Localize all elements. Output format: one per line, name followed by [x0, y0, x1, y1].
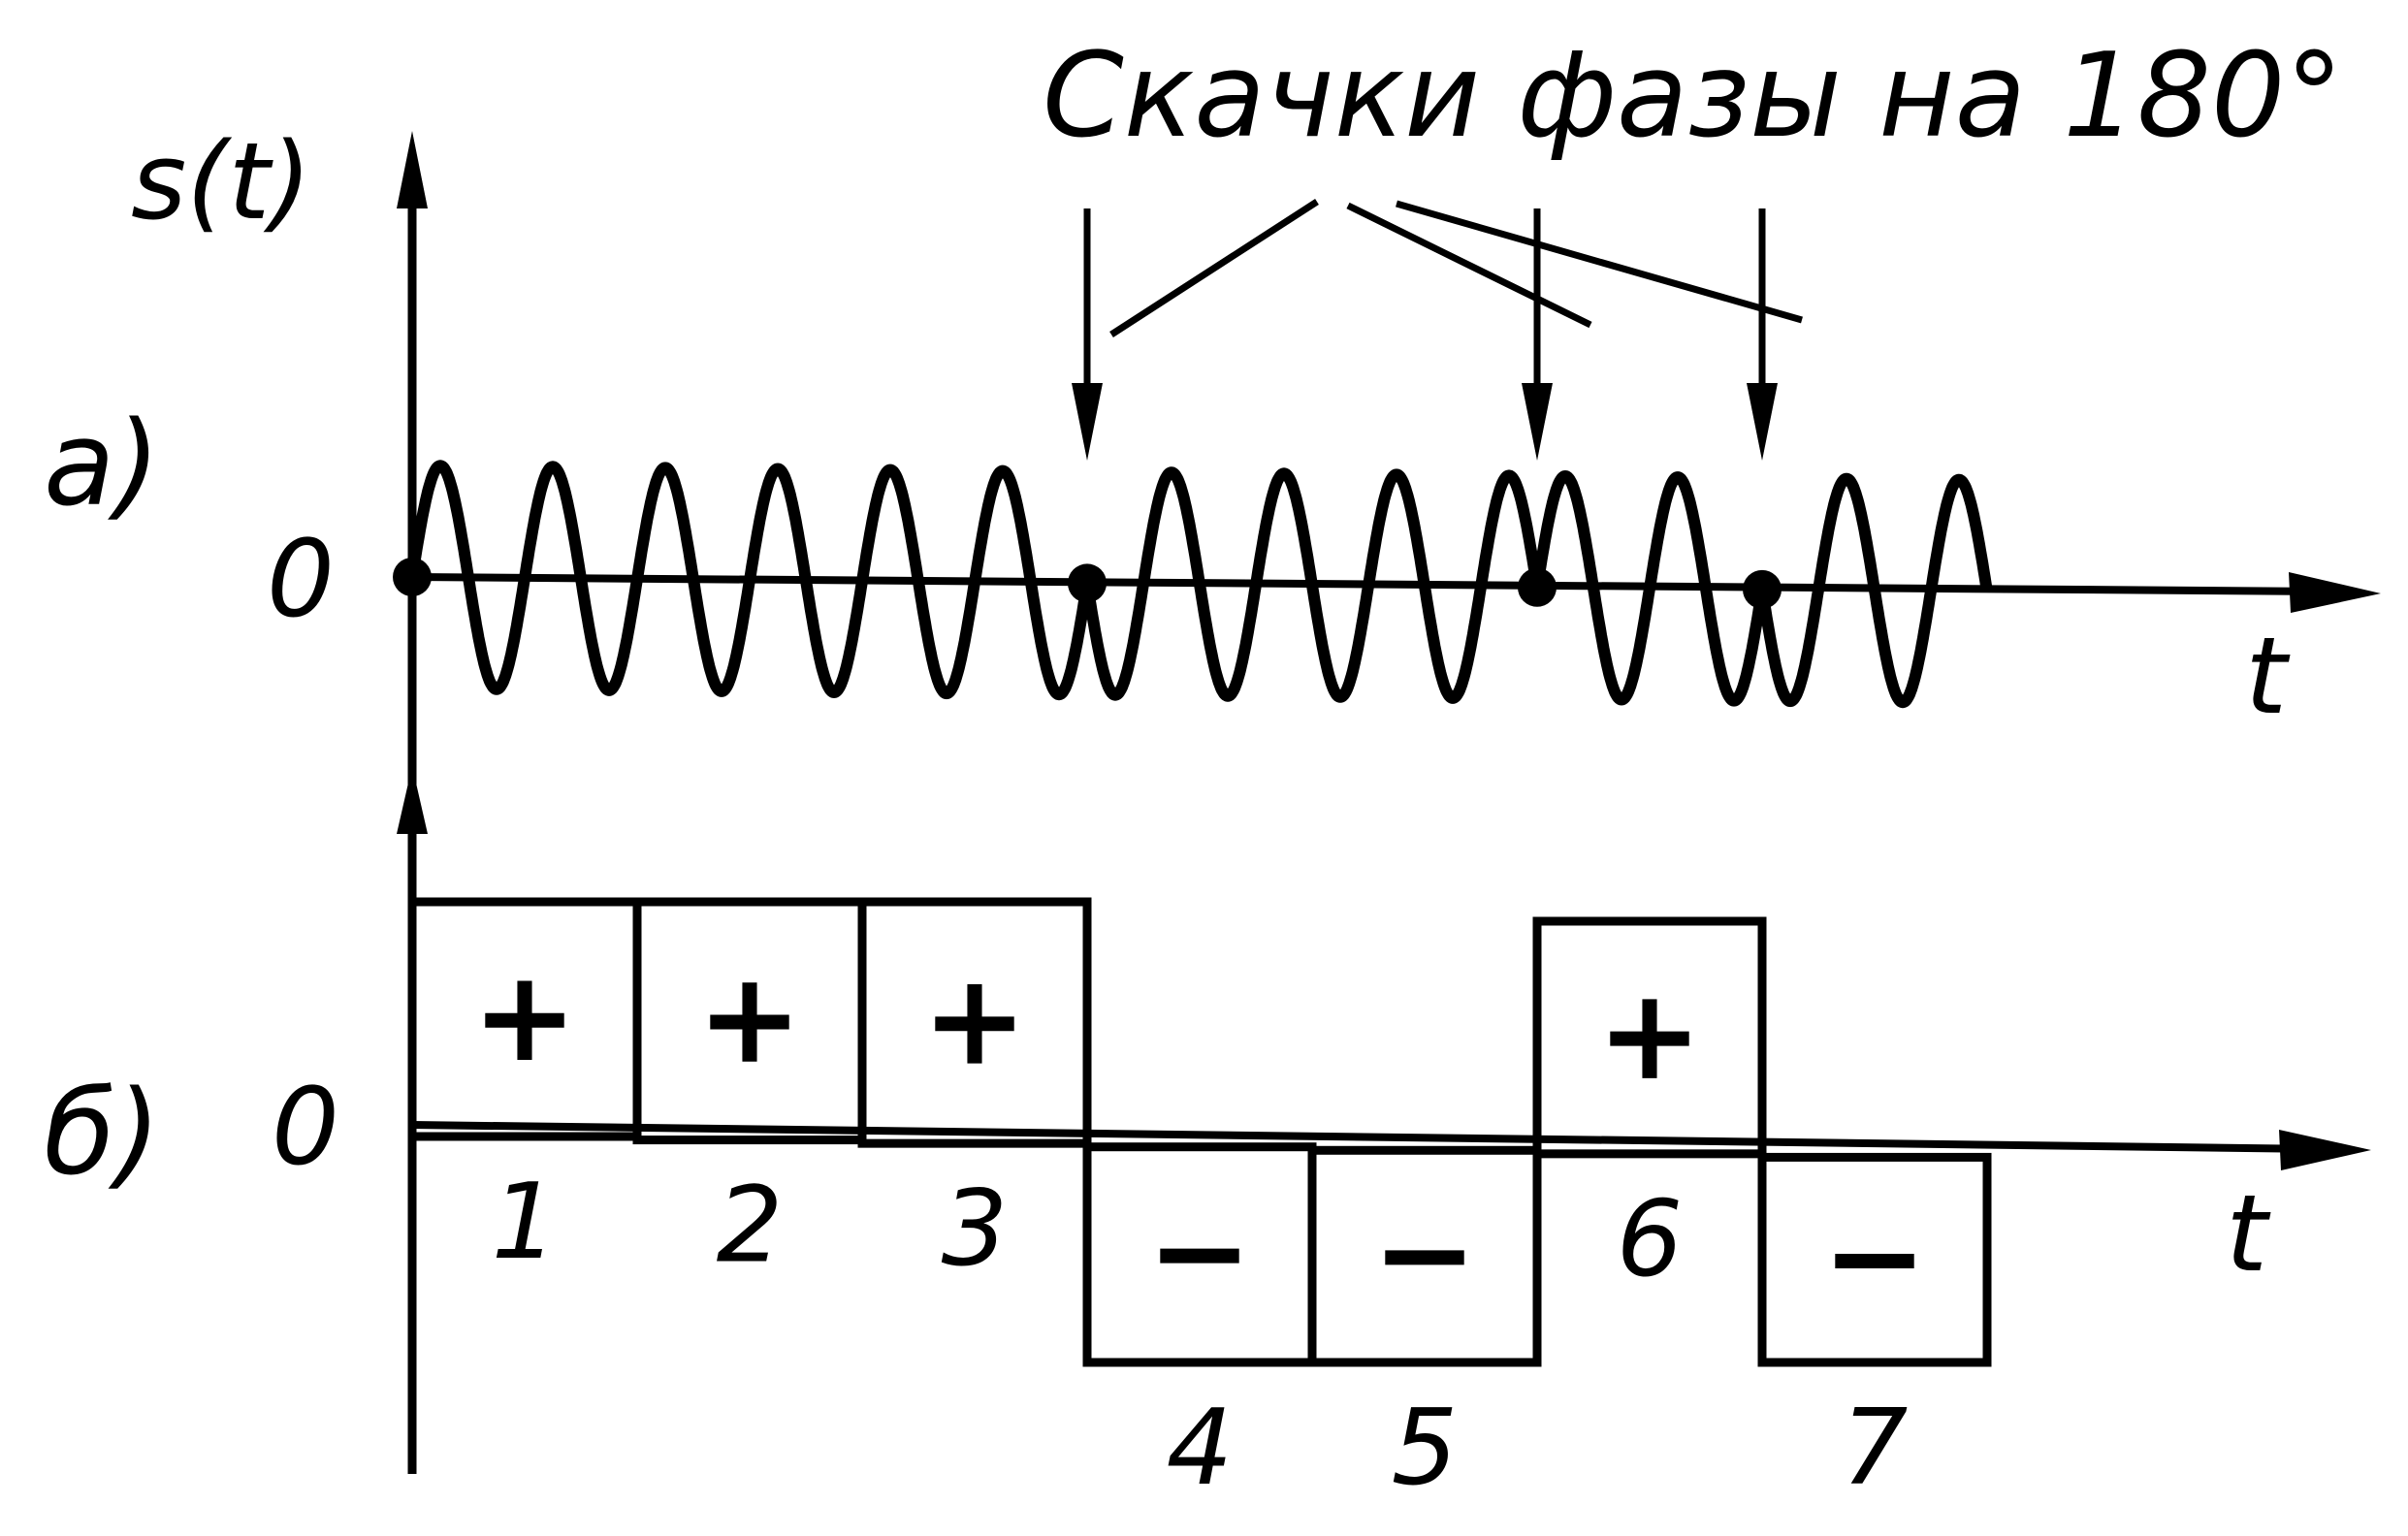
symbol-block-6 [1532, 916, 1767, 1159]
s-axis-arrowhead-icon [397, 131, 428, 208]
symbol-block-5 [1307, 1145, 1542, 1367]
symbol-index-4: 4 [1167, 1388, 1234, 1509]
y-axis-label: s(t) [131, 119, 311, 243]
panel-b-time-label: t [2226, 1171, 2271, 1296]
phase-jump-arrows [1072, 208, 1778, 461]
symbol-sequence: +1 +2 +3 − 4 − 5 +6 − 7 [407, 897, 1992, 1509]
panel-a-time-label: t [2245, 614, 2291, 738]
phase-jump-points [393, 558, 1782, 609]
arrow-down-icon [1522, 383, 1553, 461]
panel-a-time-arrowhead-icon [2289, 572, 2381, 613]
phase-jump-point [1518, 567, 1557, 607]
panel-a-label: a) [44, 398, 160, 532]
panel-b-time-arrowhead-icon [2279, 1130, 2371, 1170]
psk-signal-waveform [406, 460, 1993, 709]
symbol-sign-2: + [697, 944, 803, 1092]
phase-jump-title: Скачки фазы на 180° [1043, 29, 2343, 164]
symbol-sign-4: − [1147, 1178, 1253, 1326]
annotation-pointer-lines [1109, 199, 1803, 337]
phase-jump-point [1068, 563, 1107, 603]
symbol-index-1: 1 [492, 1162, 559, 1283]
panel-b-zero-label: 0 [272, 1065, 339, 1189]
symbol-index-7: 7 [1842, 1388, 1909, 1509]
symbol-sign-1: + [472, 943, 578, 1090]
arrow-down-icon [1072, 383, 1103, 461]
symbol-sign-5: − [1372, 1180, 1478, 1328]
symbol-index-5: 5 [1392, 1388, 1459, 1509]
symbol-block-7 [1757, 1152, 1992, 1367]
symbol-index-3: 3 [942, 1168, 1009, 1290]
panel-a-zero-label: 0 [267, 517, 335, 641]
symbol-index-2: 2 [717, 1166, 784, 1287]
origin-point [393, 558, 432, 596]
symbol-sign-3: + [922, 946, 1028, 1094]
symbol-index-6: 6 [1617, 1179, 1684, 1300]
arrow-down-icon [1747, 383, 1778, 461]
symbol-sign-6: + [1597, 961, 1703, 1108]
b-axis-arrowhead-icon [397, 766, 428, 834]
panel-b-time-axis [411, 1121, 2324, 1153]
phase-jump-point [1743, 569, 1782, 609]
symbol-sign-7: − [1822, 1183, 1928, 1330]
panel-b-label: б) [44, 1067, 161, 1201]
